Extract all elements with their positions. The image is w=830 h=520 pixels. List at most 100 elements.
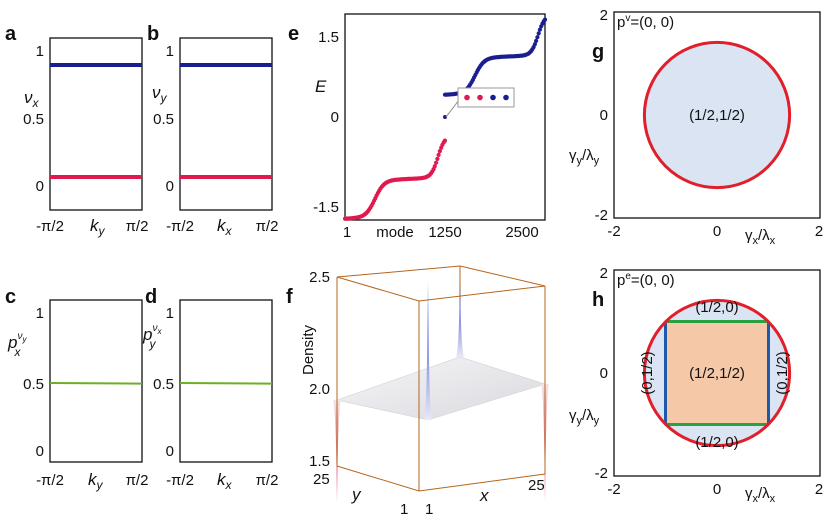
ytick-b-0.5: 0.5 bbox=[153, 111, 174, 128]
xtick-h-2: 2 bbox=[815, 481, 823, 498]
ytick-g-0: 0 bbox=[600, 107, 608, 124]
ytick-g-neg2: -2 bbox=[595, 207, 608, 224]
ylabel-c: pνy x bbox=[7, 331, 27, 359]
panel-label-g: g bbox=[592, 41, 604, 63]
ytick-h-neg2: -2 bbox=[595, 465, 608, 482]
xtick-g-2: 2 bbox=[815, 223, 823, 240]
inset-point-4 bbox=[503, 94, 509, 101]
panel-label-a: a bbox=[5, 23, 17, 45]
ytick-c-0: 0 bbox=[36, 443, 44, 460]
ytick-f-25: 25 bbox=[313, 471, 330, 488]
ytick-d-0.5: 0.5 bbox=[153, 376, 174, 393]
spectrum-point-band1-79 bbox=[442, 138, 448, 143]
ytick-g-2: 2 bbox=[600, 7, 608, 24]
title-g: pv=(0, 0) bbox=[617, 13, 674, 31]
phase-boundary-circle-h bbox=[642, 298, 792, 448]
region-label-h-center: (1/2,1/2) bbox=[689, 365, 745, 382]
xtick-e-1250: 1250 bbox=[428, 224, 461, 241]
plot-frame-c bbox=[49, 299, 143, 463]
panel-g: g pv=(0, 0) (1/2,1/2) 2 0 -2 γy/λy -2 0 … bbox=[569, 7, 823, 247]
inset-points bbox=[464, 94, 509, 101]
ytick-e-1.5: 1.5 bbox=[318, 29, 339, 46]
xtick-g-0: 0 bbox=[713, 223, 721, 240]
panel-e: e 1.5 0 -1.5 E 1 mode 1250 2500 bbox=[288, 13, 548, 241]
spectrum-point-band2-73 bbox=[535, 35, 540, 40]
panel-f: f 2.5 2.0 1.5 Density 25 y 1 1 x 25 bbox=[286, 265, 549, 518]
xtick-f-1: 1 bbox=[425, 501, 433, 518]
ytick-e-0: 0 bbox=[331, 109, 339, 126]
ytick-d-1: 1 bbox=[166, 305, 174, 322]
spectrum-point-band2-72 bbox=[534, 38, 539, 44]
zero-mode-point bbox=[443, 115, 447, 119]
spectrum-point-band2-74 bbox=[536, 31, 541, 36]
ylabel-h: γy/λy bbox=[569, 407, 600, 427]
spectrum-point-band2-71 bbox=[532, 42, 538, 47]
xtick-b-right: π/2 bbox=[256, 218, 279, 235]
xtick-a-left: -π/2 bbox=[36, 218, 64, 235]
panel-label-c: c bbox=[5, 286, 16, 308]
plot-frame-a bbox=[49, 37, 143, 211]
xlabel-a: ky bbox=[90, 216, 106, 238]
xlabel-h: γx/λx bbox=[745, 485, 776, 505]
plot-frame-e bbox=[344, 13, 546, 221]
ylabel-a: νx bbox=[24, 88, 40, 110]
spectrum-point-band2-79 bbox=[542, 17, 548, 22]
panel-label-h: h bbox=[592, 289, 604, 311]
region-label-h-right: (0,1/2) bbox=[774, 351, 791, 394]
ztick-f-2.5: 2.5 bbox=[309, 269, 330, 286]
title-h: pe=(0, 0) bbox=[617, 271, 675, 289]
xtick-c-left: -π/2 bbox=[36, 472, 64, 489]
panel-d: d 1 0.5 0 pνx y -π/2 kx π/2 bbox=[142, 286, 278, 492]
panel-h: h pe=(0, 0) (1/2,1/2) (1/2,0) (1/2,0) (0… bbox=[569, 265, 823, 505]
ytick-c-0.5: 0.5 bbox=[23, 376, 44, 393]
plot-frame-h bbox=[613, 269, 821, 477]
spectrum-point-band1-71 bbox=[432, 164, 437, 169]
density-plateau bbox=[335, 356, 547, 421]
spectrum-points bbox=[342, 17, 548, 221]
xtick-a-right: π/2 bbox=[126, 218, 149, 235]
spectrum-point-band1-73 bbox=[435, 156, 440, 161]
ylabel-b: νy bbox=[152, 83, 168, 105]
xtick-g-neg2: -2 bbox=[607, 223, 620, 240]
xlabel-d: kx bbox=[217, 470, 233, 492]
xlabel-g: γx/λx bbox=[745, 227, 776, 247]
spectrum-point-band1-75 bbox=[437, 149, 442, 154]
ytick-e-neg1.5: -1.5 bbox=[313, 199, 339, 216]
inset-box bbox=[457, 87, 515, 108]
region-label-h-top: (1/2,0) bbox=[695, 299, 738, 316]
region-label-h-bottom: (1/2,0) bbox=[695, 434, 738, 451]
xtick-d-left: -π/2 bbox=[166, 472, 194, 489]
region-label-g: (1/2,1/2) bbox=[689, 107, 745, 124]
ztick-f-1.5: 1.5 bbox=[309, 453, 330, 470]
region-label-h-left: (0,1/2) bbox=[639, 351, 656, 394]
ylabel-e: E bbox=[315, 77, 327, 96]
xlabel-e: mode bbox=[376, 224, 414, 241]
xtick-e-2500: 2500 bbox=[505, 224, 538, 241]
zlabel-f: Density bbox=[300, 324, 317, 375]
ytick-c-1: 1 bbox=[36, 305, 44, 322]
series-line-c bbox=[49, 382, 143, 385]
panel-a: a 1 0.5 0 νx -π/2 ky π/2 bbox=[5, 23, 148, 238]
xtick-b-left: -π/2 bbox=[166, 218, 194, 235]
panel-label-f: f bbox=[286, 286, 293, 308]
ylabel-g: γy/λy bbox=[569, 147, 600, 167]
ytick-a-0.5: 0.5 bbox=[23, 111, 44, 128]
ztick-f-2.0: 2.0 bbox=[309, 381, 330, 398]
inset-point-1 bbox=[464, 94, 470, 101]
ylabel-f: y bbox=[351, 485, 362, 504]
xtick-h-0: 0 bbox=[713, 481, 721, 498]
plot-frame-b bbox=[179, 37, 273, 211]
panel-c: c 1 0.5 0 pνy x -π/2 ky π/2 bbox=[5, 286, 148, 492]
xtick-h-neg2: -2 bbox=[607, 481, 620, 498]
phase-boundary-circle-g bbox=[642, 40, 792, 190]
panel-label-e: e bbox=[288, 23, 299, 45]
ytick-f-1: 1 bbox=[400, 501, 408, 518]
box-back-edges bbox=[336, 265, 546, 357]
density-peak-2 bbox=[424, 282, 432, 420]
ytick-a-0: 0 bbox=[36, 178, 44, 195]
xlabel-c: ky bbox=[88, 470, 104, 492]
inner-square-region-h bbox=[665, 321, 769, 425]
xlabel-b: kx bbox=[217, 216, 233, 238]
inset-point-3 bbox=[490, 94, 496, 101]
xlabel-f: x bbox=[479, 486, 489, 505]
